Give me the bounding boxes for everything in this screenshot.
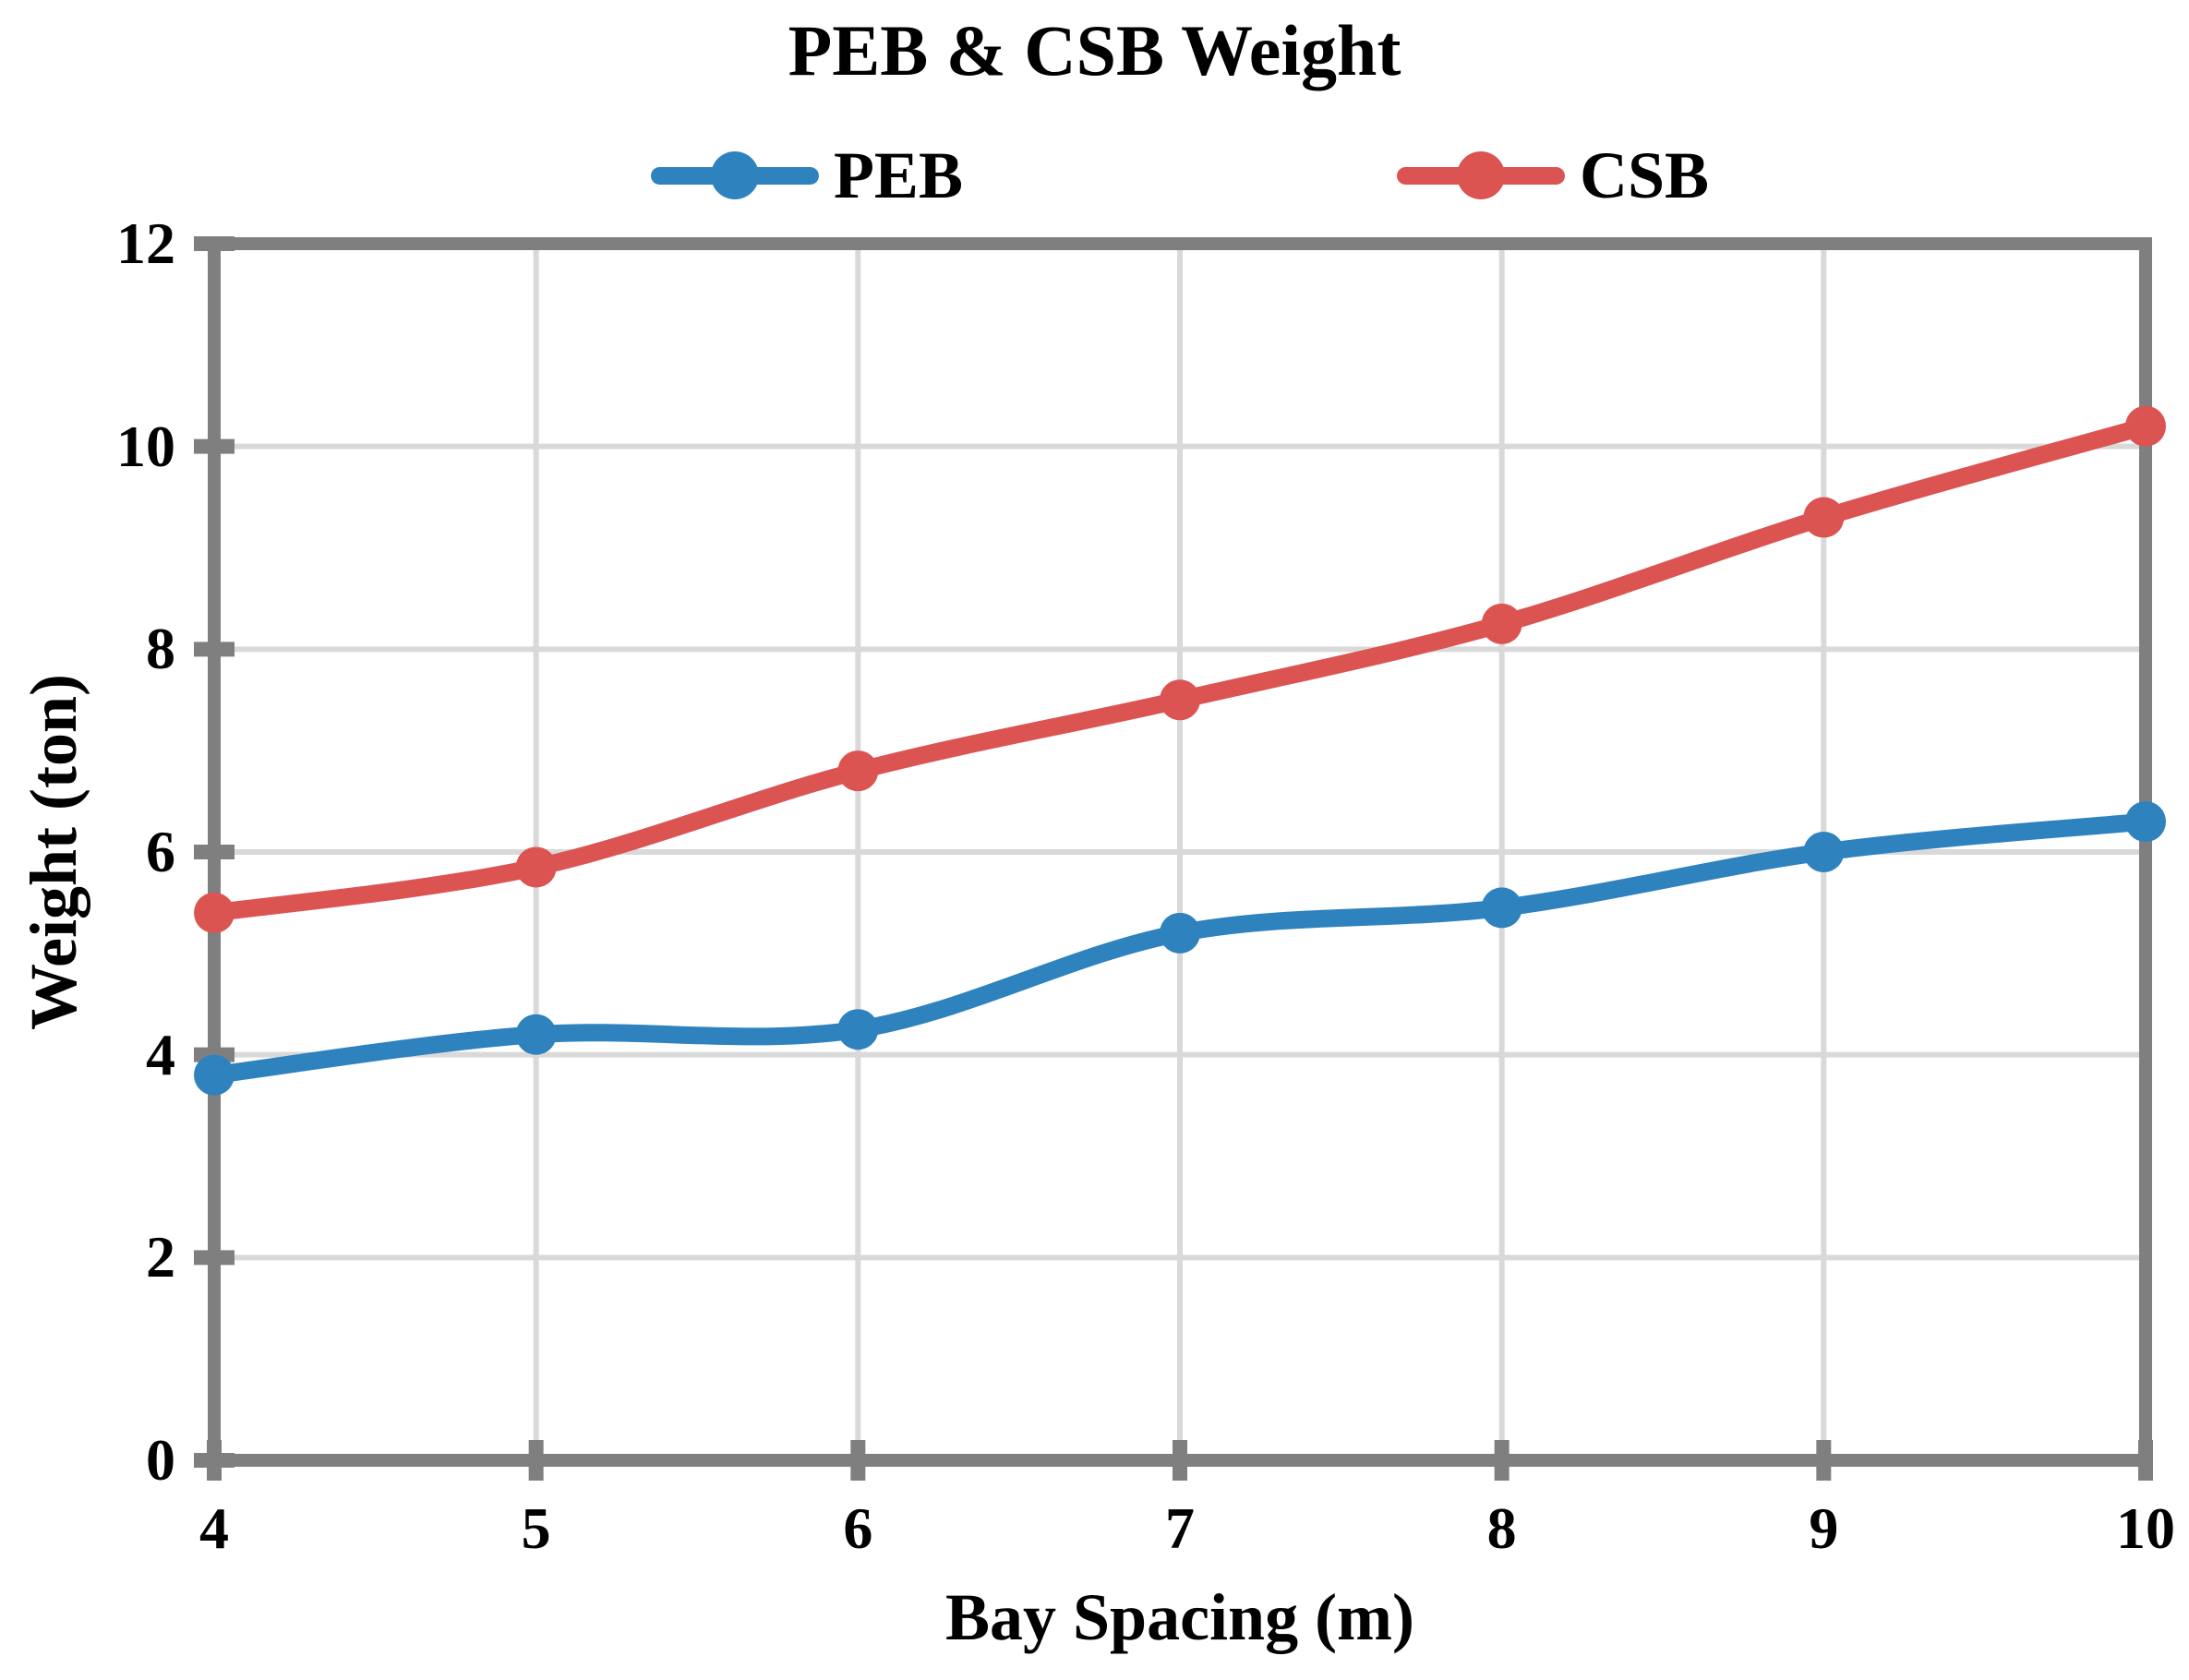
x-tick-label: 9 <box>1809 1495 1839 1561</box>
peb-data-point <box>515 1014 557 1055</box>
csb-data-point <box>2125 405 2166 447</box>
x-tick-label: 10 <box>2116 1495 2175 1561</box>
peb-data-point <box>194 1054 235 1096</box>
legend-marker-icon <box>1456 151 1505 199</box>
csb-data-point <box>837 750 879 792</box>
legend-label-csb: CSB <box>1579 138 1710 212</box>
csb-data-point <box>515 846 557 888</box>
legend-label-peb: PEB <box>833 138 963 212</box>
y-tick-label: 2 <box>146 1224 175 1290</box>
peb-data-point <box>1481 887 1522 929</box>
peb-data-point <box>837 1009 879 1050</box>
chart-title: PEB & CSB Weight <box>788 10 1401 90</box>
y-tick-label: 6 <box>146 819 175 884</box>
x-axis-title: Bay Spacing (m) <box>944 1580 1415 1654</box>
peb-data-point <box>2125 801 2166 843</box>
y-tick-label: 8 <box>146 616 175 682</box>
legend-item-peb: PEB <box>650 138 963 212</box>
legend-item-csb: CSB <box>1396 138 1710 212</box>
x-tick-label: 8 <box>1486 1495 1517 1561</box>
legend-line-peb <box>650 151 819 199</box>
legend: PEB CSB <box>214 137 2146 214</box>
legend-marker-icon <box>710 151 759 199</box>
y-tick-label: 12 <box>116 210 175 276</box>
csb-data-point <box>194 892 235 933</box>
y-tick-label: 0 <box>146 1427 175 1493</box>
y-tick-label: 4 <box>146 1021 175 1087</box>
peb-data-point <box>1160 912 1200 954</box>
csb-data-point <box>1160 679 1200 721</box>
csb-data-point <box>1481 603 1522 644</box>
x-tick-label: 4 <box>199 1495 229 1561</box>
y-axis-title-text: Weight (ton) <box>17 674 90 1030</box>
x-tick-label: 6 <box>843 1495 873 1561</box>
legend-line-csb <box>1396 151 1565 199</box>
x-tick-label: 5 <box>521 1495 551 1561</box>
x-tick-label: 7 <box>1165 1495 1195 1561</box>
csb-data-point <box>1803 497 1845 538</box>
y-tick-label: 10 <box>116 413 175 479</box>
peb-data-point <box>1803 832 1845 872</box>
